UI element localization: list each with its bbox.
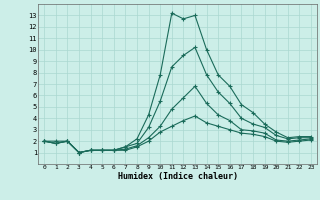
X-axis label: Humidex (Indice chaleur): Humidex (Indice chaleur) xyxy=(118,172,238,181)
